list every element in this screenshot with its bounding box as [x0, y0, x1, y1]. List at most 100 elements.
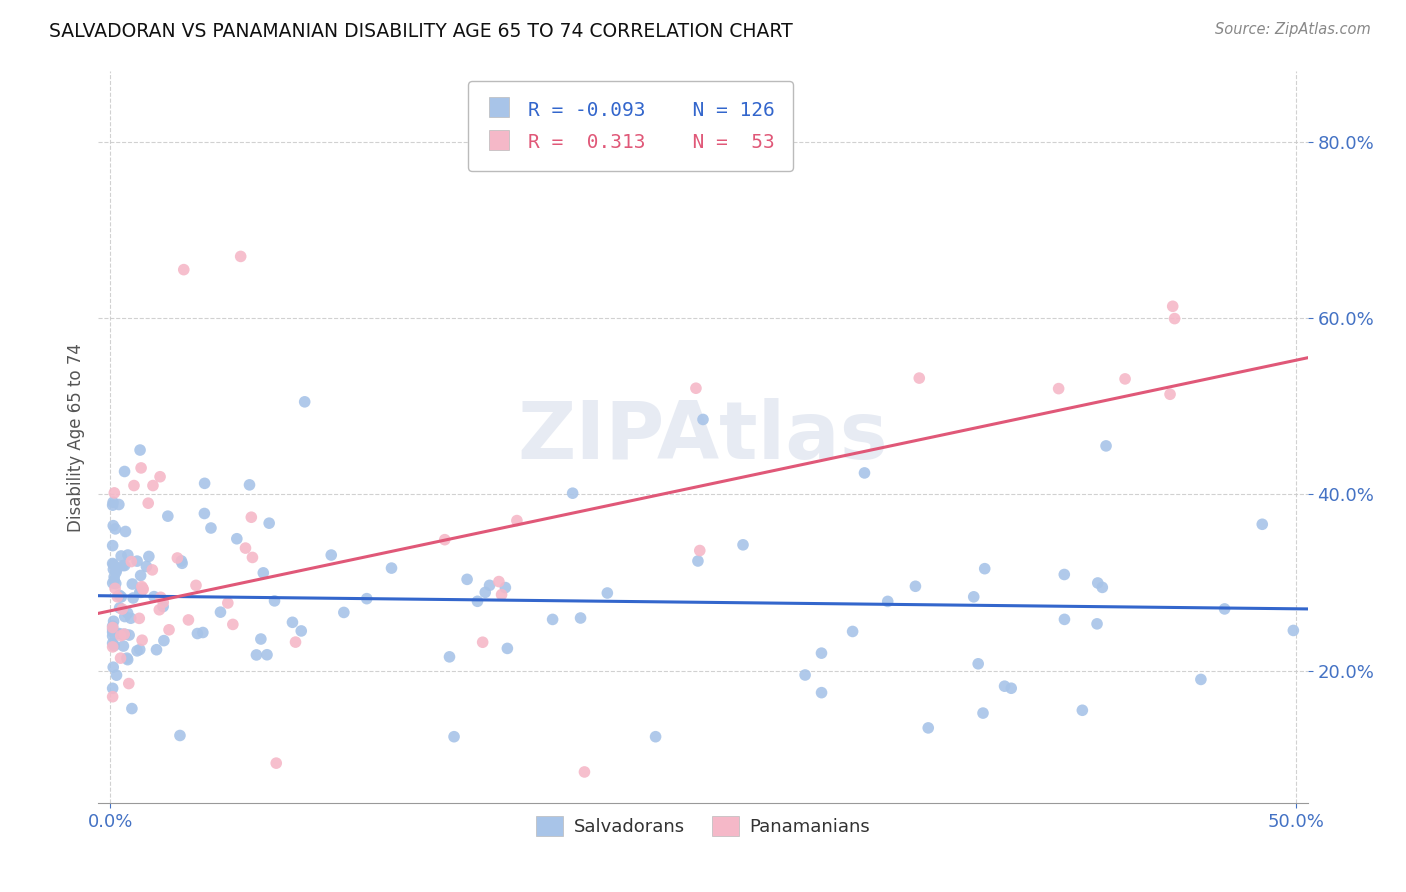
Point [191, 625, 214, 640]
Point [103, 486, 125, 500]
Point [1085, 616, 1108, 631]
Point [112, 558, 135, 573]
Point [284, 635, 307, 649]
Point [101, 619, 124, 633]
Point [264, 756, 287, 771]
Point [101, 557, 124, 571]
Point [148, 603, 170, 617]
Point [193, 507, 215, 521]
Point [1053, 612, 1076, 626]
Point [908, 371, 931, 385]
Point [321, 548, 343, 562]
Point [494, 581, 516, 595]
Point [112, 639, 135, 653]
Point [1095, 439, 1118, 453]
Point [118, 628, 141, 642]
Point [128, 611, 150, 625]
Point [125, 644, 148, 658]
Point [169, 729, 191, 743]
Point [103, 614, 125, 628]
Text: ZIPAtlas: ZIPAtlas [517, 398, 889, 476]
Point [131, 633, 153, 648]
Point [103, 574, 125, 588]
Point [1047, 382, 1070, 396]
Point [127, 554, 149, 568]
Point [166, 551, 188, 566]
Point [252, 566, 274, 580]
Point [1282, 624, 1305, 638]
Point [993, 679, 1015, 693]
Point [1053, 567, 1076, 582]
Point [973, 562, 995, 576]
Text: SALVADORAN VS PANAMANIAN DISABILITY AGE 65 TO 74 CORRELATION CHART: SALVADORAN VS PANAMANIAN DISABILITY AGE … [49, 22, 793, 41]
Point [110, 549, 132, 563]
Point [152, 599, 174, 614]
Point [111, 627, 134, 641]
Point [456, 572, 478, 586]
Point [103, 562, 125, 576]
Point [114, 524, 136, 539]
Point [152, 595, 174, 609]
Point [281, 615, 304, 630]
Point [184, 578, 207, 592]
Point [115, 651, 138, 665]
Point [131, 580, 153, 594]
Point [561, 486, 583, 500]
Point [356, 591, 378, 606]
Point [1071, 703, 1094, 717]
Point [107, 626, 129, 640]
Point [810, 686, 832, 700]
Point [101, 681, 124, 696]
Point [108, 498, 131, 512]
Point [121, 701, 143, 715]
Point [103, 518, 125, 533]
Point [876, 594, 898, 608]
Point [972, 706, 994, 720]
Point [101, 620, 124, 634]
Point [129, 568, 152, 582]
Point [1087, 576, 1109, 591]
Point [290, 624, 312, 638]
Point [101, 576, 124, 591]
Point [103, 660, 125, 674]
Point [101, 498, 124, 512]
Point [136, 496, 159, 510]
Point [596, 586, 619, 600]
Point [439, 649, 461, 664]
Point [731, 538, 754, 552]
Point [157, 623, 180, 637]
Point [496, 641, 519, 656]
Point [689, 543, 711, 558]
Point [186, 626, 208, 640]
Point [101, 495, 124, 509]
Point [1163, 311, 1185, 326]
Point [491, 588, 513, 602]
Point [143, 590, 166, 604]
Point [488, 574, 510, 589]
Point [145, 642, 167, 657]
Point [967, 657, 990, 671]
Point [257, 516, 280, 531]
Point [149, 469, 172, 483]
Point [963, 590, 986, 604]
Point [1091, 581, 1114, 595]
Point [256, 648, 278, 662]
Point [904, 579, 927, 593]
Point [380, 561, 402, 575]
Point [1000, 681, 1022, 696]
Point [117, 548, 139, 562]
Point [121, 577, 143, 591]
Point [238, 478, 260, 492]
Point [156, 509, 179, 524]
Point [245, 648, 267, 662]
Point [132, 582, 155, 597]
Point [235, 541, 257, 555]
Point [129, 585, 152, 599]
Point [101, 622, 124, 636]
Point [250, 632, 273, 646]
Point [467, 594, 489, 608]
Point [117, 653, 139, 667]
Point [104, 576, 127, 591]
Point [569, 611, 592, 625]
Point [138, 549, 160, 564]
